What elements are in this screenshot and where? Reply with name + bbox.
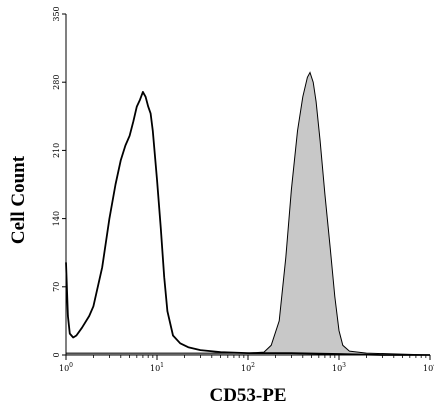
y-axis-title: Cell Count (8, 155, 29, 244)
y-tick-label-3: 210 (52, 143, 61, 158)
series-1-filled-histogram (65, 71, 431, 356)
x-axis-title: CD53-PE (209, 385, 286, 406)
x-tick-label-0: 100 (59, 362, 73, 373)
x-tick-label-1: 101 (150, 362, 164, 373)
y-tick-label-4: 280 (52, 75, 61, 90)
y-tick-label-1: 70 (52, 282, 61, 292)
x-tick-label-3: 103 (332, 362, 346, 373)
plot-layer (65, 71, 431, 356)
y-tick-label-0: 0 (52, 352, 61, 357)
x-tick-label-2: 102 (241, 362, 255, 373)
axis-layer: 0 70 140 210 280 350 100 101 102 103 104 (52, 6, 434, 373)
series-0-outline-histogram (65, 91, 430, 356)
x-tick-label-4: 104 (423, 362, 434, 373)
y-tick-label-2: 140 (52, 211, 61, 226)
y-tick-label-5: 350 (52, 6, 61, 21)
